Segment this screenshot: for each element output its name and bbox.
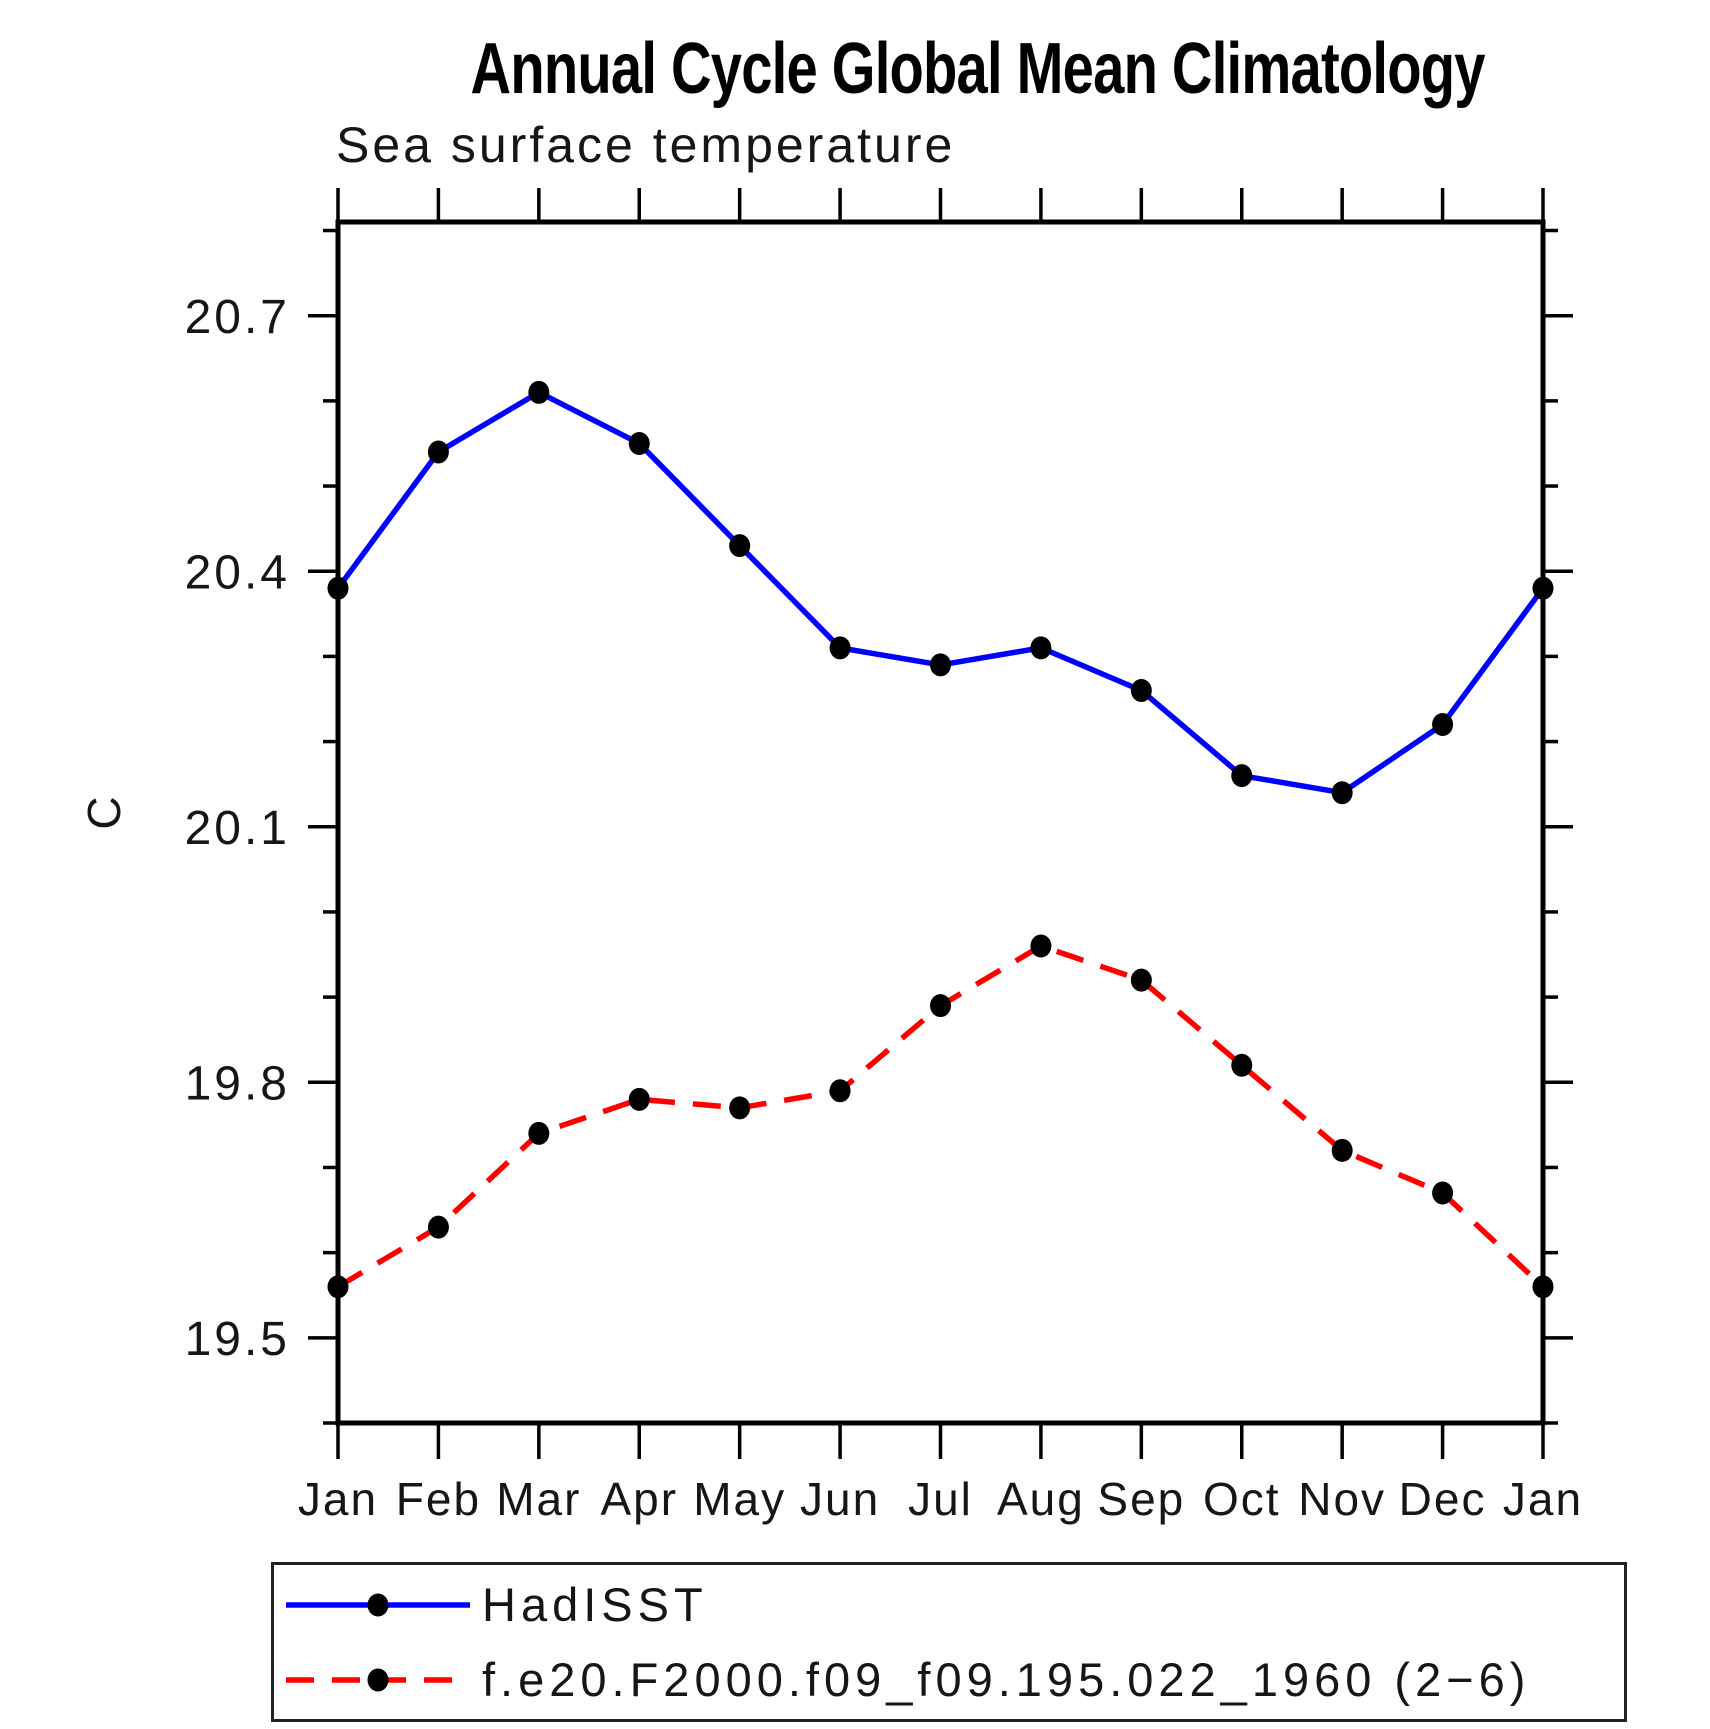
x-tick-label: Feb (396, 1473, 481, 1525)
series-0-marker (1030, 636, 1052, 660)
x-tick-label: Mar (496, 1473, 581, 1525)
legend-label-model: f.e20.F2000.f09_f09.195.022_1960 (2−6) (482, 1653, 1531, 1706)
hadisst-line-sample-icon (286, 1593, 470, 1616)
x-tick-label: Jan (298, 1473, 378, 1525)
x-tick-label: Nov (1298, 1473, 1386, 1525)
x-tick-label: Jan (1503, 1473, 1583, 1525)
series-0-marker (628, 431, 650, 455)
series-1-marker (1532, 1275, 1554, 1299)
series-0-marker (327, 576, 349, 600)
series-1-marker (930, 994, 951, 1018)
series-1-marker (628, 1087, 650, 1111)
series-1-marker (427, 1215, 449, 1239)
x-tick-label: Aug (997, 1473, 1085, 1525)
series-0-marker (1231, 764, 1253, 788)
legend-label-hadisst: HadISST (482, 1578, 708, 1631)
y-axis-unit-label: C (78, 794, 130, 829)
series-1-marker (1030, 934, 1052, 958)
y-tick-label: 20.4 (185, 547, 290, 600)
series-0-marker (528, 380, 550, 404)
x-tick-label: Jul (908, 1473, 973, 1525)
x-tick-label: May (693, 1473, 786, 1525)
plot-box (335, 219, 1546, 1426)
y-tick-label: 20.1 (185, 802, 290, 855)
series-1-marker (327, 1275, 349, 1299)
x-tick-label: Sep (1097, 1473, 1185, 1525)
series-0-marker (1532, 576, 1554, 600)
model-dashed-line-sample-icon (286, 1668, 470, 1691)
series-1-marker (1231, 1053, 1253, 1077)
legend: HadISST f.e20.F2000.f09_f09.195.022_1960… (271, 1562, 1627, 1722)
series-1-marker (1432, 1181, 1454, 1205)
series-1-marker (528, 1121, 550, 1145)
legend-item-hadisst: HadISST (274, 1567, 1624, 1642)
series-0-marker (1331, 781, 1353, 805)
x-tick-label: Apr (600, 1473, 678, 1525)
series-0-marker (930, 653, 951, 677)
series-1-marker (1130, 968, 1152, 992)
series-0-marker (1432, 713, 1454, 737)
y-tick-label: 19.8 (185, 1058, 290, 1111)
chart-title: Annual Cycle Global Mean Climatology (470, 29, 1486, 109)
series-1-marker (1331, 1138, 1353, 1162)
series-0-marker (829, 636, 851, 660)
x-tick-label: Oct (1203, 1473, 1281, 1525)
series-1-marker (829, 1079, 851, 1103)
chart-subtitle: Sea surface temperature (336, 117, 956, 173)
series-0-line (335, 389, 1546, 796)
legend-item-model: f.e20.F2000.f09_f09.195.022_1960 (2−6) (274, 1642, 1624, 1717)
x-tick-label: Dec (1399, 1473, 1487, 1525)
series-0-marker (1130, 678, 1152, 702)
series-0-marker (729, 534, 751, 558)
y-tick-label: 19.5 (185, 1313, 290, 1366)
y-tick-label: 20.7 (185, 291, 290, 344)
series-0-marker (427, 440, 449, 464)
x-tick-label: Jun (800, 1473, 880, 1525)
series-1-marker (729, 1096, 751, 1120)
